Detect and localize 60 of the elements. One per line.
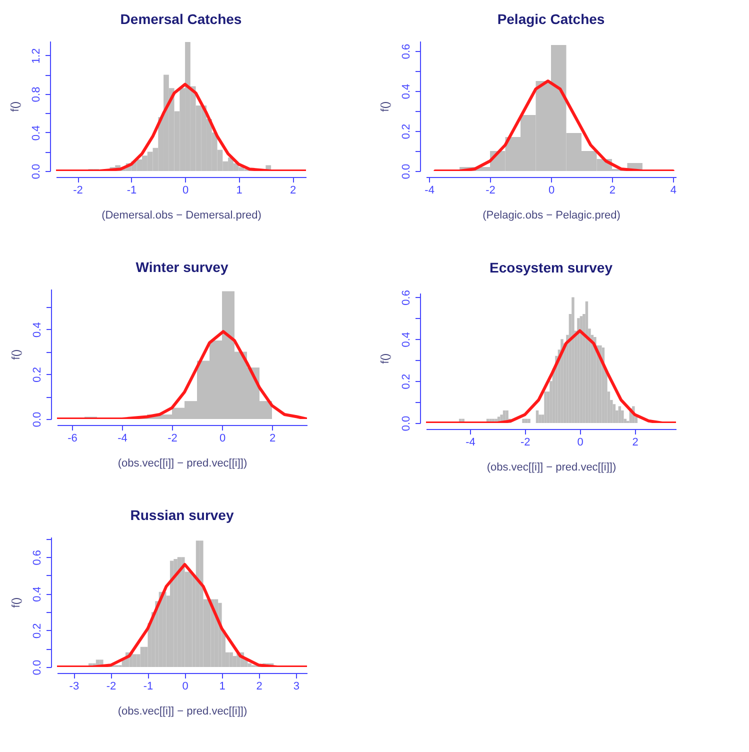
y-tick-label: 0.2 [32, 623, 44, 639]
y-axis-title: f() [10, 101, 22, 112]
x-tick-label: 2 [632, 436, 638, 448]
x-tick-label: 1 [219, 680, 226, 692]
y-tick-label: 0.0 [30, 164, 42, 180]
y-tick-label: 0.0 [32, 660, 44, 676]
x-tick-label: -1 [126, 184, 137, 196]
x-axis-title: (obs.vec[[i]] − pred.vec[[i]]) [486, 462, 616, 474]
y-tick-label: 0.4 [30, 125, 42, 141]
x-tick-label: 0 [182, 184, 189, 196]
y-tick-label: 0.2 [400, 124, 412, 140]
x-tick-label: -2 [73, 184, 83, 196]
y-tick-label: 0.0 [32, 412, 44, 428]
x-tick-label: -2 [168, 432, 178, 444]
y-axis-title: f() [10, 597, 22, 608]
x-axis-title: (Pelagic.obs − Pelagic.pred) [482, 210, 620, 222]
x-tick-label: 3 [293, 680, 300, 692]
x-tick-label: 0 [577, 436, 584, 448]
x-tick-label: 2 [256, 680, 262, 692]
y-axis-title: f() [380, 101, 392, 112]
y-tick-label: 0.6 [400, 44, 412, 60]
x-tick-label: 2 [609, 184, 616, 196]
x-tick-label: 0 [548, 184, 555, 196]
y-tick-label: 0.0 [400, 164, 412, 180]
x-tick-label: -2 [520, 436, 530, 448]
y-tick-label: 0.0 [400, 416, 412, 432]
x-tick-label: -4 [118, 432, 128, 444]
x-axis-title: (Demersal.obs − Demersal.pred) [102, 210, 262, 222]
x-tick-label: -2 [106, 680, 116, 692]
x-tick-label: -3 [69, 680, 80, 692]
x-tick-label: 2 [269, 432, 276, 444]
chart-title: Winter survey [136, 259, 228, 275]
x-tick-label: -6 [68, 432, 78, 444]
x-tick-label: -4 [466, 436, 476, 448]
y-axis-title: f() [380, 353, 392, 364]
x-tick-label: 0 [219, 432, 226, 444]
y-tick-label: 1.2 [30, 48, 42, 64]
x-tick-label: 1 [236, 184, 242, 196]
y-tick-label: 0.2 [32, 367, 44, 382]
y-tick-label: 0.2 [400, 374, 412, 390]
x-tick-label: -2 [486, 184, 496, 196]
x-tick-label: 0 [182, 680, 188, 692]
chart-title: Demersal Catches [120, 11, 242, 27]
chart-title: Ecosystem survey [490, 260, 613, 276]
chart-title: Russian survey [130, 507, 234, 523]
y-tick-label: 0.4 [400, 332, 412, 348]
x-axis-title: (obs.vec[[i]] − pred.vec[[i]]) [118, 458, 248, 470]
y-axis-title: f() [10, 349, 22, 360]
y-tick-label: 0.4 [32, 322, 44, 338]
y-tick-label: 0.4 [32, 586, 44, 602]
chart-title: Pelagic Catches [497, 11, 605, 27]
x-tick-label: -4 [424, 184, 434, 196]
y-tick-label: 0.8 [30, 86, 42, 102]
x-tick-label: 2 [290, 184, 296, 196]
x-axis-title: (obs.vec[[i]] − pred.vec[[i]]) [118, 706, 248, 718]
y-tick-label: 0.6 [32, 550, 44, 566]
x-tick-label: 4 [670, 184, 677, 196]
y-tick-label: 0.4 [400, 84, 412, 100]
y-tick-label: 0.6 [400, 290, 412, 306]
x-tick-label: -1 [143, 680, 154, 692]
